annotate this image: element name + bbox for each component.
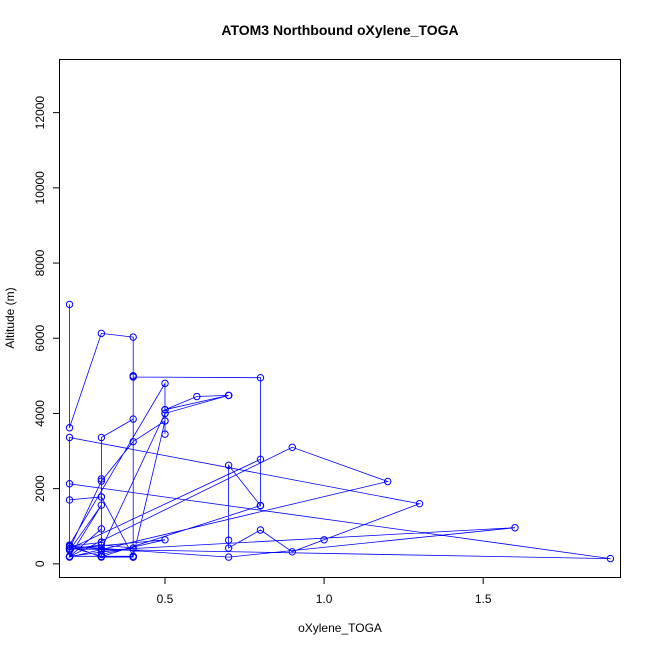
data-point — [97, 525, 106, 533]
data-point — [129, 415, 137, 423]
data-point — [224, 391, 233, 400]
data-point — [288, 443, 296, 451]
data-point — [384, 477, 392, 486]
data-point — [97, 477, 106, 485]
x-axis-label: oXylene_TOGA — [298, 621, 382, 635]
data-point — [161, 536, 169, 544]
x-tick-label: 1.0 — [316, 592, 333, 606]
data-point — [129, 553, 137, 561]
plot-frame — [59, 59, 621, 578]
data-point — [65, 542, 74, 550]
data-point — [161, 430, 169, 438]
data-point — [65, 480, 74, 488]
data-point — [65, 424, 74, 432]
y-axis-label: Altitude (m) — [3, 287, 17, 348]
data-point — [256, 501, 265, 510]
y-tick-label: 2000 — [33, 475, 47, 502]
x-tick-label: 1.5 — [475, 592, 492, 606]
y-tick-label: 6000 — [33, 325, 47, 352]
data-point — [256, 374, 265, 382]
data-point — [224, 553, 233, 561]
data-point — [65, 433, 74, 442]
y-tick-label: 0 — [33, 560, 47, 567]
data-point — [288, 548, 296, 556]
data-point — [97, 475, 106, 483]
data-point — [161, 405, 169, 414]
data-point — [161, 417, 169, 425]
data-point — [97, 550, 106, 559]
y-tick-label: 10000 — [33, 171, 47, 205]
data-point — [606, 554, 615, 563]
data-point — [97, 501, 106, 509]
x-tick-label: 0.5 — [157, 592, 174, 606]
y-tick-label: 8000 — [33, 249, 47, 276]
data-point — [129, 373, 137, 381]
data-point — [161, 379, 169, 388]
series-line — [68, 304, 611, 559]
data-point — [129, 544, 137, 552]
y-tick-label: 4000 — [33, 400, 47, 427]
data-point — [97, 552, 106, 561]
data-point — [511, 524, 519, 532]
data-point — [97, 538, 106, 547]
data-point — [193, 392, 201, 401]
y-tick-label: 12000 — [33, 96, 47, 130]
data-point — [97, 493, 106, 501]
data-point — [161, 409, 169, 418]
data-point — [65, 300, 74, 309]
data-point — [224, 536, 233, 544]
data-point — [415, 499, 424, 508]
data-point — [256, 455, 265, 464]
data-point — [129, 333, 137, 341]
data-point — [256, 526, 265, 534]
chart-title: ATOM3 Northbound oXylene_TOGA — [221, 22, 458, 38]
data-point — [97, 541, 106, 549]
series-layer — [65, 300, 615, 563]
data-point — [129, 437, 137, 446]
data-point — [224, 544, 233, 552]
data-point — [224, 461, 233, 470]
data-point — [65, 496, 74, 504]
y-axis: 0 2000 4000 6000 8000 10000 12000 — [33, 96, 60, 567]
x-axis: 0.5 1.0 1.5 — [157, 577, 492, 606]
data-point — [97, 433, 106, 442]
data-point — [97, 329, 106, 338]
data-point — [320, 536, 328, 544]
data-point — [65, 553, 74, 561]
